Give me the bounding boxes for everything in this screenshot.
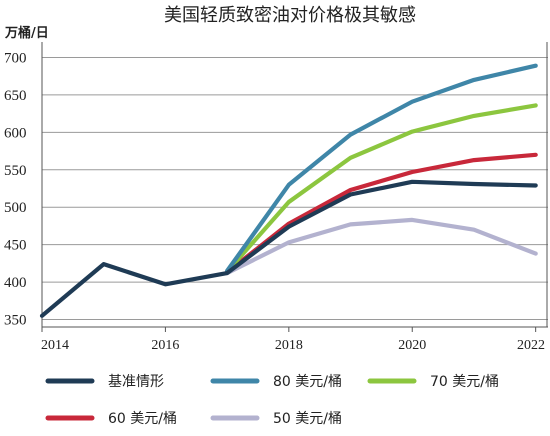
series-line-3 — [225, 152, 538, 275]
series-line-4 — [225, 217, 538, 276]
x-tick-2020: 2020 — [398, 338, 426, 353]
y-tick-600: 600 — [4, 125, 27, 141]
plot-frame — [41, 42, 548, 328]
legend: 基准情形 80 美元/桶 70 美元/桶 60 美元/桶 50 美元/桶 — [45, 373, 499, 427]
x-axis-ticks: 2014 2016 2018 2020 2022 — [41, 327, 545, 353]
y-tick-350: 350 — [4, 313, 27, 329]
series-line-0 — [39, 179, 538, 318]
x-tick-2018: 2018 — [275, 338, 303, 353]
y-tick-500: 500 — [4, 200, 27, 216]
x-tick-2022: 2022 — [517, 338, 545, 353]
legend-label-1: 80 美元/桶 — [273, 374, 342, 390]
legend-label-2: 70 美元/桶 — [430, 374, 499, 390]
y-tick-450: 450 — [4, 238, 27, 254]
y-tick-700: 700 — [4, 50, 27, 66]
grid-lines — [42, 56, 548, 321]
y-tick-650: 650 — [4, 88, 27, 104]
y-axis-ticks: 350 400 450 500 550 600 650 700 — [4, 50, 27, 328]
y-tick-550: 550 — [4, 163, 27, 179]
legend-label-0: 基准情形 — [108, 373, 164, 390]
series-group — [39, 63, 538, 318]
legend-label-4: 50 美元/桶 — [273, 411, 342, 427]
legend-label-3: 60 美元/桶 — [108, 411, 177, 427]
series-line-2 — [225, 103, 538, 274]
y-axis-label: 万桶/日 — [4, 25, 49, 41]
x-tick-2016: 2016 — [151, 338, 179, 353]
chart-title: 美国轻质致密油对价格极其敏感 — [164, 5, 416, 26]
y-tick-400: 400 — [4, 275, 27, 291]
series-line-1 — [225, 63, 538, 273]
x-tick-2014: 2014 — [41, 338, 69, 353]
